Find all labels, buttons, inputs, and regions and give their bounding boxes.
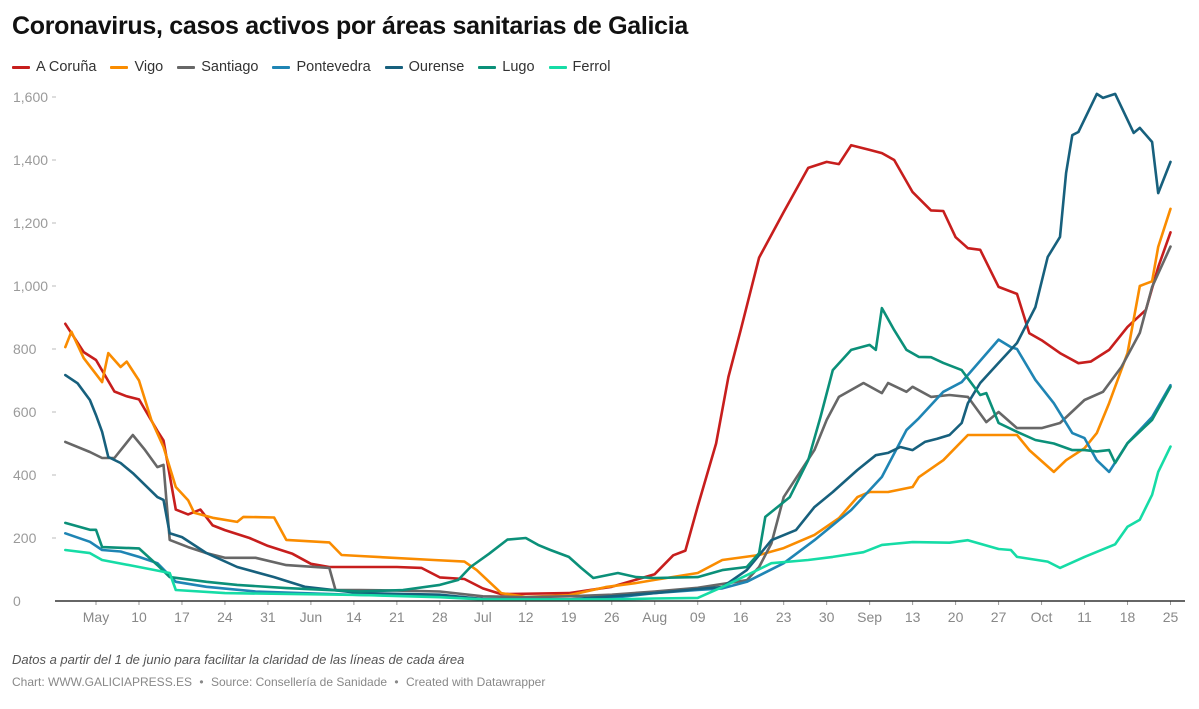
series-line-vigo bbox=[64, 207, 1172, 599]
x-tick-label: 31 bbox=[260, 609, 276, 625]
line-chart: 0 200 400 600 800 1,000 1,200 1,400 1,600 May 10 1… bbox=[13, 89, 1185, 625]
y-tick-label: 800 bbox=[13, 341, 37, 357]
x-tick-label: 18 bbox=[1120, 609, 1136, 625]
legend-item-ourense: Ourense bbox=[384, 59, 465, 75]
series-line-santiago bbox=[64, 245, 1172, 599]
y-tick-label: 1,200 bbox=[13, 215, 48, 231]
x-tick-label: 27 bbox=[991, 609, 1007, 625]
chart-credit: Chart: WWW.GALICIAPRESS.ES bbox=[12, 675, 193, 689]
x-tick-label: May bbox=[83, 609, 109, 625]
x-tick-label: 25 bbox=[1163, 609, 1179, 625]
legend-swatch bbox=[384, 65, 403, 69]
x-tick-label: 26 bbox=[604, 609, 620, 625]
separator: • bbox=[199, 675, 204, 689]
legend-label: Ourense bbox=[408, 59, 465, 75]
legend-swatch bbox=[548, 65, 567, 69]
x-tick-label: 30 bbox=[819, 609, 835, 625]
data-source: Source: Consellería de Sanidade bbox=[210, 675, 388, 689]
x-tick-label: 21 bbox=[389, 609, 405, 625]
legend: A Coruña Vigo Santiago Pontevedra Ourense Lug… bbox=[12, 59, 610, 75]
y-tick-label: 1,400 bbox=[13, 152, 48, 168]
legend-item-lugo: Lugo bbox=[478, 59, 535, 75]
legend-item-vigo: Vigo bbox=[110, 59, 163, 75]
legend-swatch bbox=[110, 65, 129, 69]
legend-item-a-coruna: A Coruña bbox=[12, 59, 96, 75]
x-tick-label: 28 bbox=[432, 609, 448, 625]
chart-title: Coronavirus, casos activos por áreas san… bbox=[12, 12, 688, 40]
x-tick-label: 14 bbox=[346, 609, 362, 625]
legend-label: Pontevedra bbox=[296, 59, 371, 75]
x-tick-label: 16 bbox=[733, 609, 749, 625]
series-line-ourense bbox=[64, 92, 1172, 601]
y-tick-label: 1,600 bbox=[13, 89, 48, 105]
x-tick-label: 10 bbox=[131, 609, 147, 625]
chart-source: Chart: WWW.GALICIAPRESS.ES • Source: Con… bbox=[12, 675, 549, 689]
y-tick-label: 1,000 bbox=[13, 278, 48, 294]
legend-label: Santiago bbox=[201, 59, 259, 75]
x-tick-label: Oct bbox=[1031, 609, 1053, 625]
legend-label: Vigo bbox=[134, 59, 164, 75]
legend-label: A Coruña bbox=[36, 59, 97, 75]
series-line-pontevedra bbox=[64, 338, 1172, 601]
x-tick-label: Jul bbox=[474, 609, 492, 625]
series-lines bbox=[64, 92, 1172, 601]
legend-item-santiago: Santiago bbox=[177, 59, 258, 75]
legend-item-ferrol: Ferrol bbox=[548, 59, 611, 75]
separator: • bbox=[394, 675, 399, 689]
legend-swatch bbox=[272, 65, 291, 69]
y-tick-label: 600 bbox=[13, 404, 37, 420]
x-tick-label: 23 bbox=[776, 609, 792, 625]
legend-swatch bbox=[478, 65, 497, 69]
x-tick-label: 09 bbox=[690, 609, 706, 625]
series-line-lugo bbox=[64, 306, 1172, 593]
x-tick-label: 17 bbox=[174, 609, 190, 625]
x-tick-label: 24 bbox=[217, 609, 233, 625]
series-line-ferrol bbox=[64, 445, 1172, 601]
chart-note: Datos a partir del 1 de junio para facil… bbox=[12, 652, 465, 667]
x-tick-label: 11 bbox=[1077, 609, 1092, 625]
y-tick-label: 400 bbox=[13, 467, 37, 483]
x-axis: May 10 17 24 31 Jun 14 21 28 Jul 12 19 26 Aug 09 16 23 30… bbox=[83, 601, 1179, 625]
legend-swatch bbox=[177, 65, 196, 69]
x-tick-label: Sep bbox=[857, 609, 882, 625]
x-tick-label: 13 bbox=[905, 609, 921, 625]
x-tick-label: 19 bbox=[561, 609, 577, 625]
y-tick-label: 200 bbox=[13, 530, 37, 546]
datawrapper-credit: Created with Datawrapper bbox=[405, 675, 546, 689]
legend-item-pontevedra: Pontevedra bbox=[272, 59, 371, 75]
y-tick-label: 0 bbox=[13, 593, 21, 609]
legend-label: Ferrol bbox=[572, 59, 611, 75]
legend-swatch bbox=[12, 65, 30, 69]
series-line-a-coruna bbox=[64, 143, 1172, 596]
x-tick-label: Aug bbox=[642, 609, 667, 625]
y-axis: 0 200 400 600 800 1,000 1,200 1,400 1,600 bbox=[13, 89, 56, 609]
x-tick-label: 20 bbox=[948, 609, 964, 625]
x-tick-label: 12 bbox=[518, 609, 534, 625]
legend-label: Lugo bbox=[502, 59, 535, 75]
x-tick-label: Jun bbox=[300, 609, 323, 625]
